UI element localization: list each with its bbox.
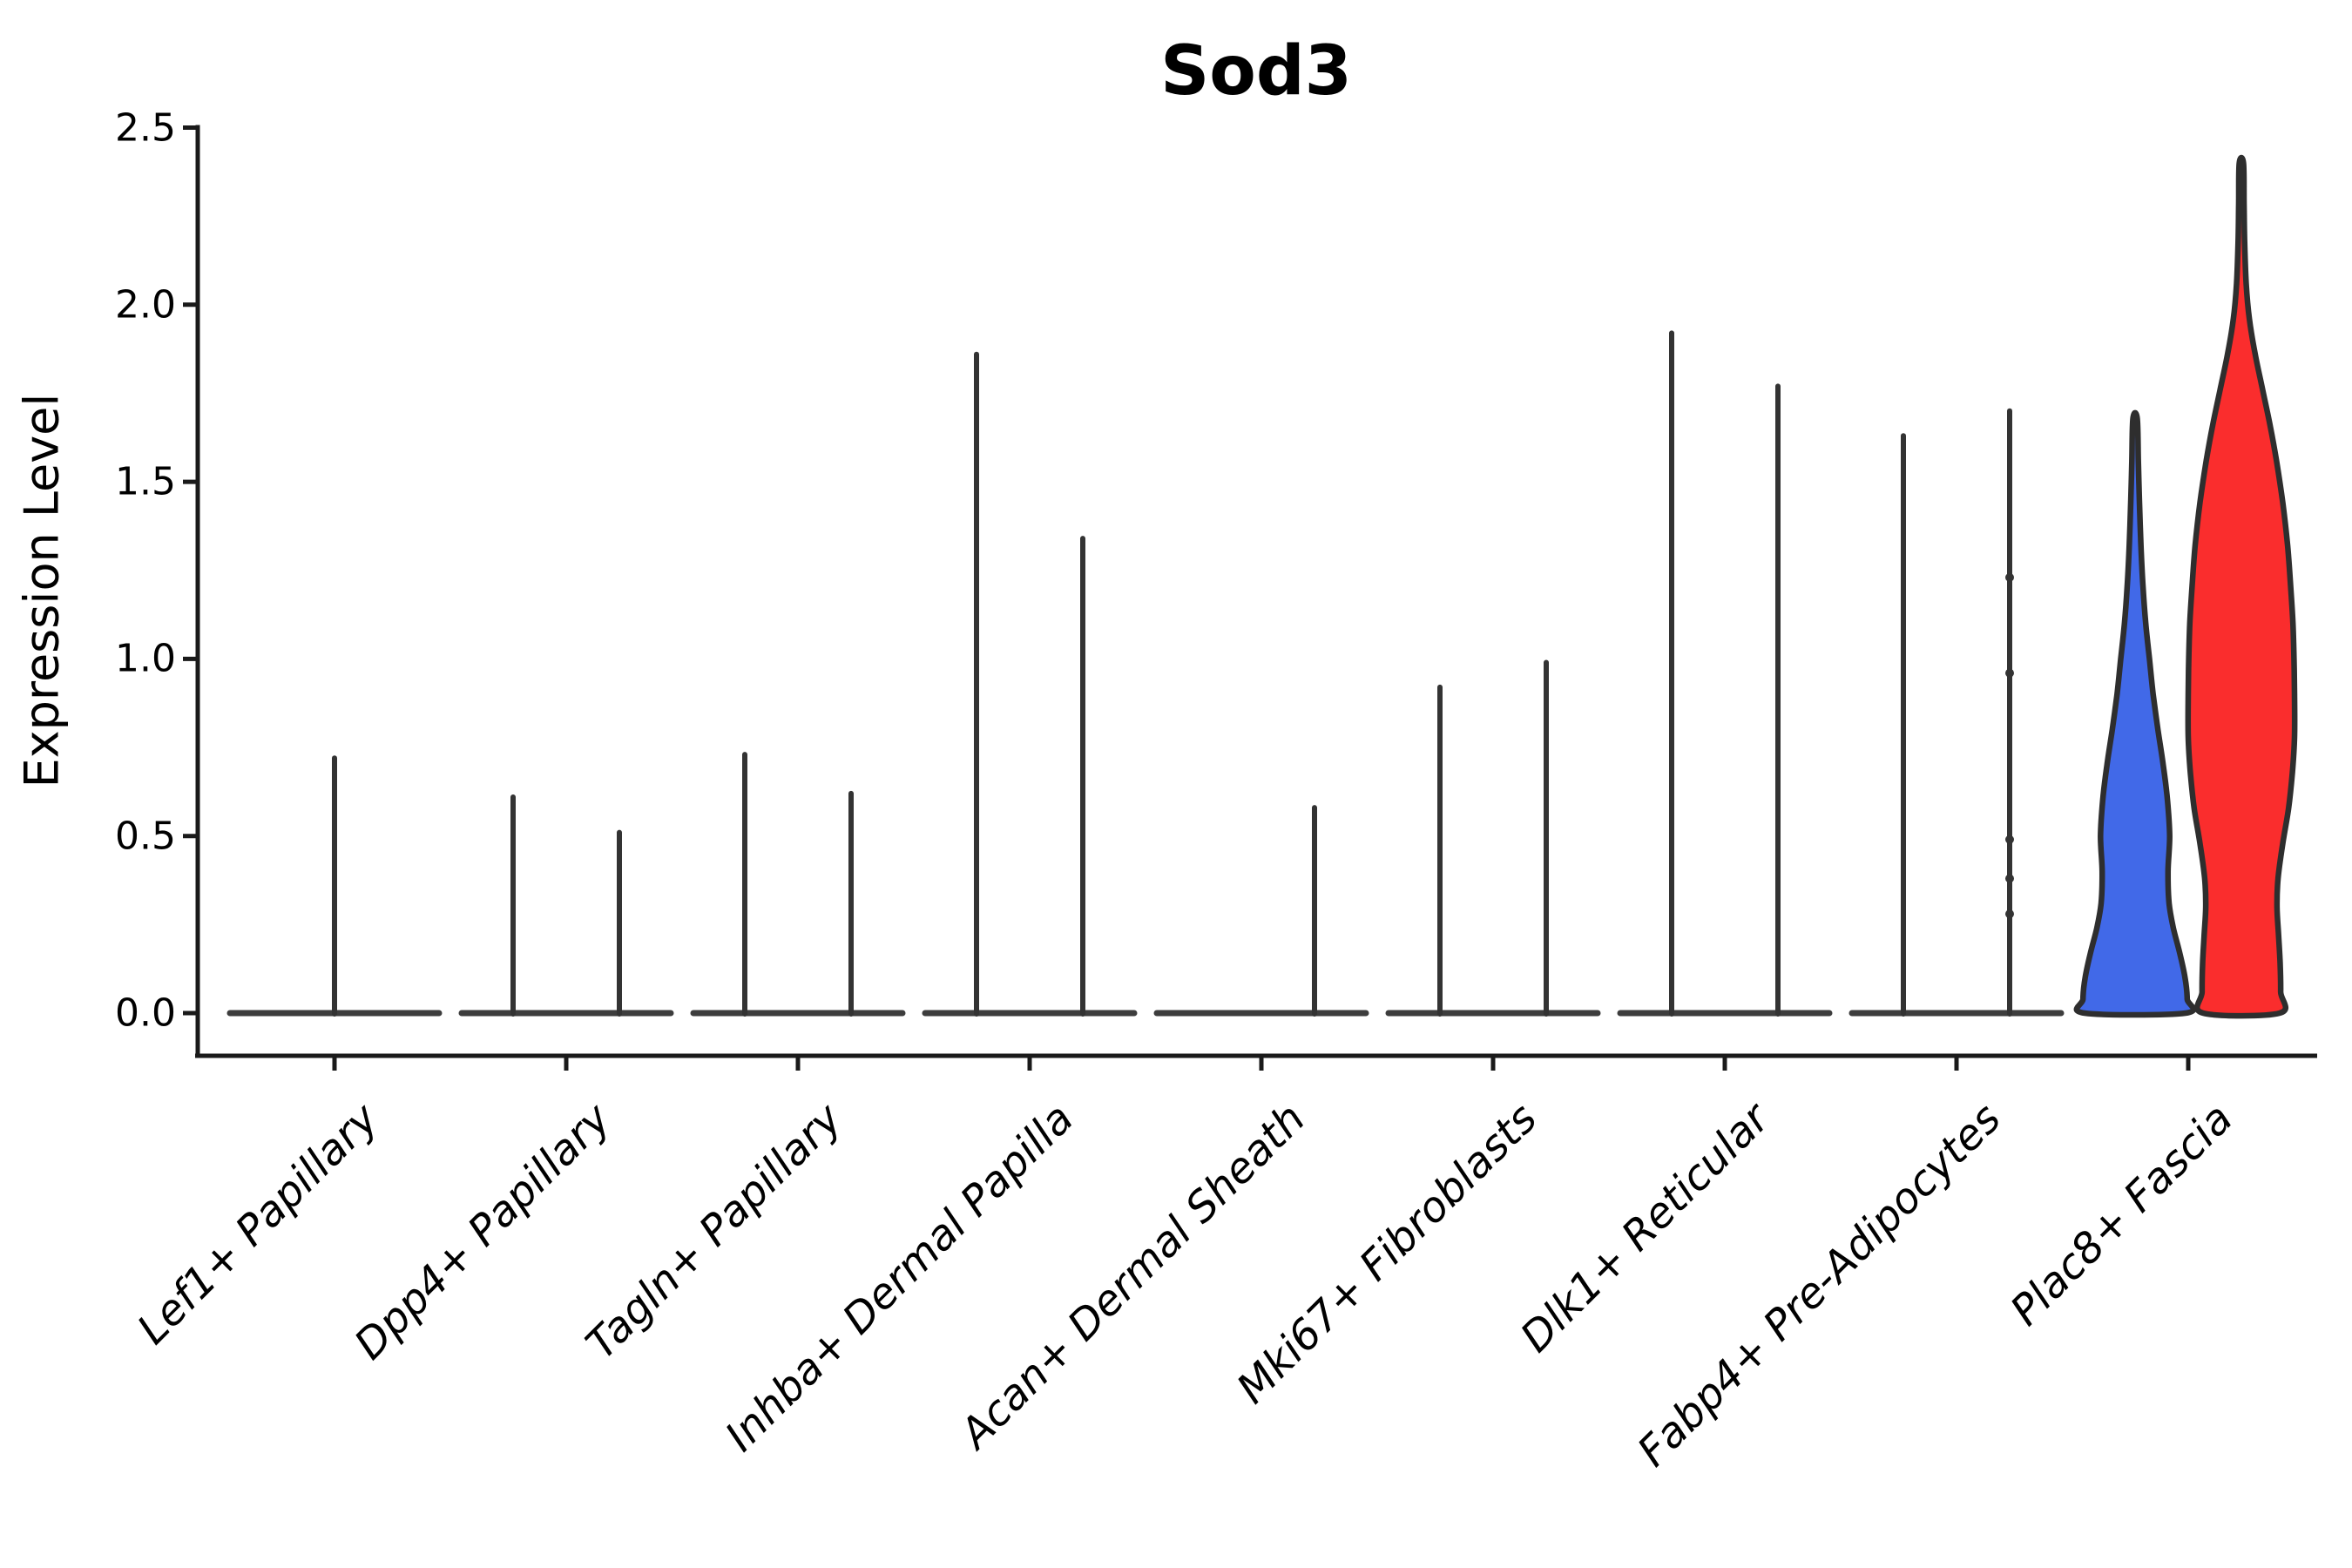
cell-point-dot [2005, 572, 2014, 582]
cell-point-dot [2005, 835, 2014, 844]
y-tick-label: 2.0 [115, 282, 176, 328]
y-tick-label: 0.0 [115, 990, 176, 1036]
cell-point-dot [2005, 874, 2014, 883]
violin-shape [2185, 154, 2298, 1019]
y-tick-label: 1.0 [115, 636, 176, 681]
chart-title: Sod3 [1160, 32, 1352, 111]
cell-point-dot [2005, 668, 2014, 678]
cell-point-dot [2005, 909, 2014, 919]
y-axis-label: Expression Level [14, 393, 70, 788]
y-tick-label: 0.5 [115, 814, 176, 859]
y-tick-label: 1.5 [115, 459, 176, 504]
violin-shape [2073, 409, 2197, 1018]
y-tick-label: 2.5 [115, 105, 176, 150]
